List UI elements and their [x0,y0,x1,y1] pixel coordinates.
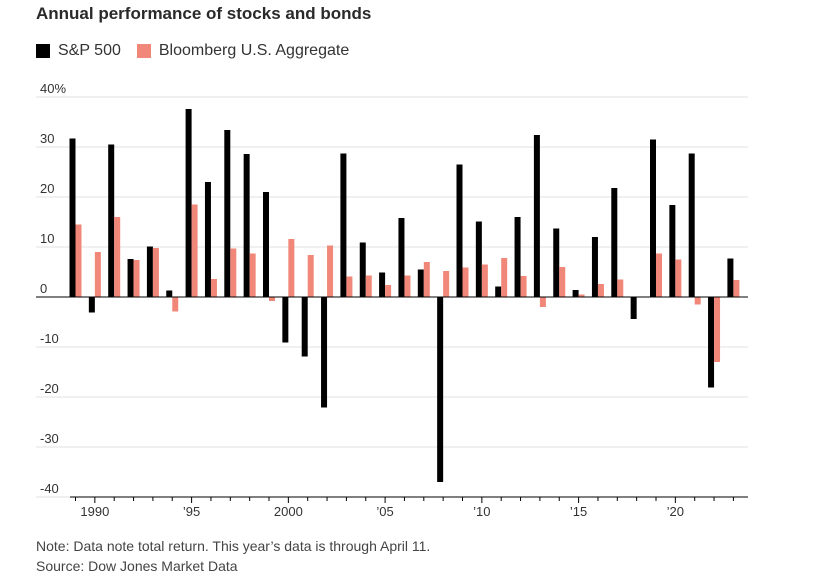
bar-sp500 [514,217,521,297]
bar-bloomberg [733,280,740,297]
y-tick-label: -40 [40,481,59,496]
x-tick-label: ’15 [570,504,587,519]
x-tick-label: ’20 [667,504,684,519]
bar-sp500 [630,297,637,319]
bar-sp500 [437,297,444,482]
bar-sp500 [456,164,463,297]
bar-sp500 [204,182,211,297]
bar-bloomberg [210,279,217,297]
bar-sp500 [224,130,231,297]
bar-bloomberg [539,297,546,307]
bar-bloomberg [249,253,256,297]
bar-bloomberg [172,297,179,312]
x-tick-label: 1990 [80,504,109,519]
bar-sp500 [88,297,95,313]
bar-bloomberg [559,267,566,297]
bar-sp500 [591,237,598,297]
legend-swatch-sp500 [36,44,50,58]
bar-bloomberg [75,224,82,297]
bar-sp500 [263,192,269,297]
x-tick-label: 2000 [274,504,303,519]
bar-sp500 [727,258,734,297]
y-tick-label: 10 [40,231,54,246]
bar-bloomberg [269,297,275,301]
bar-sp500 [669,205,676,297]
legend-item-bloomberg: Bloomberg U.S. Aggregate [136,42,350,60]
bar-sp500 [69,138,76,297]
bar-bloomberg [656,253,662,297]
bar-sp500 [379,272,386,297]
bar-sp500 [127,259,134,297]
legend: S&P 500 Bloomberg U.S. Aggregate [36,42,365,60]
bar-bloomberg [481,264,488,297]
legend-label-sp500: S&P 500 [58,42,121,59]
bar-bloomberg [404,275,411,297]
bar-bloomberg [462,267,469,297]
bar-bloomberg [191,204,198,297]
bar-bloomberg [94,252,101,297]
bar-sp500 [282,297,289,343]
bar-bloomberg [230,248,237,297]
bar-bloomberg [423,262,430,297]
bar-sp500 [321,297,328,408]
bar-sp500 [146,246,153,297]
bar-sp500 [185,109,192,297]
bar-sp500 [475,221,482,297]
bar-bloomberg [714,297,721,362]
bar-sp500 [611,188,618,297]
x-tick-label: ’05 [376,504,393,519]
bar-sp500 [301,297,308,357]
chart-source: Source: Dow Jones Market Data [36,558,238,574]
y-tick-label: 0 [40,281,47,296]
y-tick-label: 20 [40,181,54,196]
bar-bloomberg [365,275,372,297]
legend-label-bloomberg: Bloomberg U.S. Aggregate [158,42,350,59]
bar-bloomberg [578,294,585,297]
bar-sp500 [553,228,560,297]
bar-bloomberg [597,284,604,297]
bar-bloomberg [288,239,295,297]
y-tick-label: -10 [40,331,59,346]
bar-sp500 [417,269,424,297]
bar-sp500 [243,154,250,297]
legend-swatch-bloomberg [136,44,151,58]
bar-bloomberg [114,217,121,297]
y-tick-label: 40% [40,81,66,96]
bar-bloomberg [133,260,140,297]
y-tick-label: -30 [40,431,59,446]
bar-sp500 [495,286,502,297]
bar-sp500 [398,218,405,297]
legend-item-sp500: S&P 500 [36,42,121,60]
bar-bloomberg [152,248,159,297]
bar-bloomberg [346,276,353,297]
y-tick-label: -20 [40,381,59,396]
x-tick-label: ’10 [473,504,490,519]
bar-bloomberg [520,276,527,297]
bar-bloomberg [307,255,314,297]
bar-bloomberg [617,279,624,297]
bar-bloomberg [443,271,450,297]
bar-sp500 [340,153,347,297]
bar-sp500 [572,290,579,297]
bar-bloomberg [694,297,701,305]
y-tick-label: 30 [40,131,54,146]
chart-note: Note: Data note total return. This year’… [36,538,431,554]
bar-sp500 [166,290,173,297]
bar-bloomberg [327,245,334,297]
bar-bloomberg [385,285,392,297]
bar-sp500 [108,144,115,297]
bar-sp500 [533,135,540,297]
bar-sp500 [688,153,695,297]
bar-sp500 [359,242,366,297]
x-tick-label: ’95 [183,504,200,519]
bar-sp500 [650,139,656,297]
chart-title: Annual performance of stocks and bonds [36,4,372,23]
bar-bloomberg [675,259,682,297]
bar-bloomberg [501,258,508,297]
bar-sp500 [708,297,715,388]
